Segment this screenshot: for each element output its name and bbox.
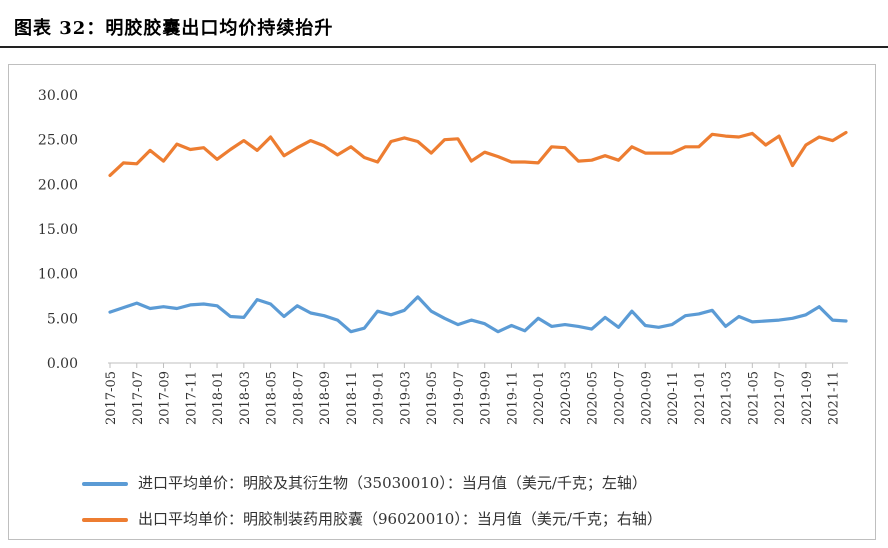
x-axis-ticks: 2017-05 2017-07 2017-09 2017-11 2018-01 2018-… bbox=[104, 363, 842, 425]
y-tick-label: 20.00 bbox=[38, 177, 78, 193]
title-rule bbox=[0, 46, 888, 48]
x-tick-label: 2021-07 bbox=[773, 371, 788, 425]
export-price-line bbox=[108, 130, 848, 177]
import-price-line bbox=[108, 295, 848, 334]
y-tick-label: 30.00 bbox=[38, 88, 78, 104]
y-tick-label: 25.00 bbox=[38, 133, 78, 149]
x-tick-label: 2020-07 bbox=[613, 371, 628, 425]
series-lines bbox=[108, 130, 848, 334]
x-tick-label: 2018-09 bbox=[318, 371, 333, 425]
x-tick-label: 2020-09 bbox=[639, 371, 654, 425]
y-tick-label: 5.00 bbox=[47, 311, 78, 327]
x-tick-label: 2021-03 bbox=[720, 371, 735, 425]
x-tick-label: 2019-07 bbox=[452, 371, 467, 425]
legend-item-export: 出口平均单价：明胶制装药用胶囊（96020010）：当月值（美元/千克；右轴） bbox=[82, 508, 662, 529]
x-tick-label: 2017-05 bbox=[104, 371, 119, 425]
x-tick-label: 2020-03 bbox=[559, 371, 574, 425]
x-tick-label: 2018-01 bbox=[211, 371, 226, 425]
x-tick-label: 2021-09 bbox=[800, 371, 815, 425]
x-tick-label: 2018-07 bbox=[291, 371, 306, 425]
x-tick-label: 2021-01 bbox=[693, 371, 708, 425]
x-tick-label: 2019-09 bbox=[479, 371, 494, 425]
x-tick-label: 2018-03 bbox=[238, 371, 253, 425]
figure-title: 图表 32：明胶胶囊出口均价持续抬升 bbox=[14, 18, 334, 39]
legend-label-import: 进口平均单价：明胶及其衍生物（35030010）：当月值（美元/千克；左轴） bbox=[138, 474, 647, 492]
x-tick-label: 2019-01 bbox=[372, 371, 387, 425]
x-tick-label: 2018-11 bbox=[345, 371, 360, 425]
x-tick-label: 2019-03 bbox=[398, 371, 413, 425]
x-tick-label: 2021-05 bbox=[746, 371, 761, 425]
legend-swatch-import bbox=[82, 482, 128, 486]
x-tick-label: 2020-05 bbox=[586, 371, 601, 425]
y-tick-label: 15.00 bbox=[38, 222, 78, 238]
x-tick-label: 2017-09 bbox=[158, 371, 173, 425]
x-tick-label: 2019-11 bbox=[505, 371, 520, 425]
y-tick-label: 10.00 bbox=[38, 267, 78, 283]
y-axis-ticks: 30.00 25.00 20.00 15.00 10.00 5.00 0.00 bbox=[38, 88, 78, 372]
x-tick-label: 2017-11 bbox=[184, 371, 199, 425]
legend-item-import: 进口平均单价：明胶及其衍生物（35030010）：当月值（美元/千克；左轴） bbox=[82, 472, 647, 493]
legend-label-export: 出口平均单价：明胶制装药用胶囊（96020010）：当月值（美元/千克；右轴） bbox=[138, 510, 662, 528]
x-tick-label: 2020-11 bbox=[666, 371, 681, 425]
x-tick-label: 2017-07 bbox=[131, 371, 146, 425]
y-tick-label: 0.00 bbox=[47, 356, 78, 372]
legend-swatch-export bbox=[82, 518, 128, 522]
x-tick-label: 2019-05 bbox=[425, 371, 440, 425]
chart-frame bbox=[8, 64, 876, 540]
x-tick-label: 2021-11 bbox=[827, 371, 842, 425]
x-tick-label: 2018-05 bbox=[265, 371, 280, 425]
x-tick-label: 2020-01 bbox=[532, 371, 547, 425]
